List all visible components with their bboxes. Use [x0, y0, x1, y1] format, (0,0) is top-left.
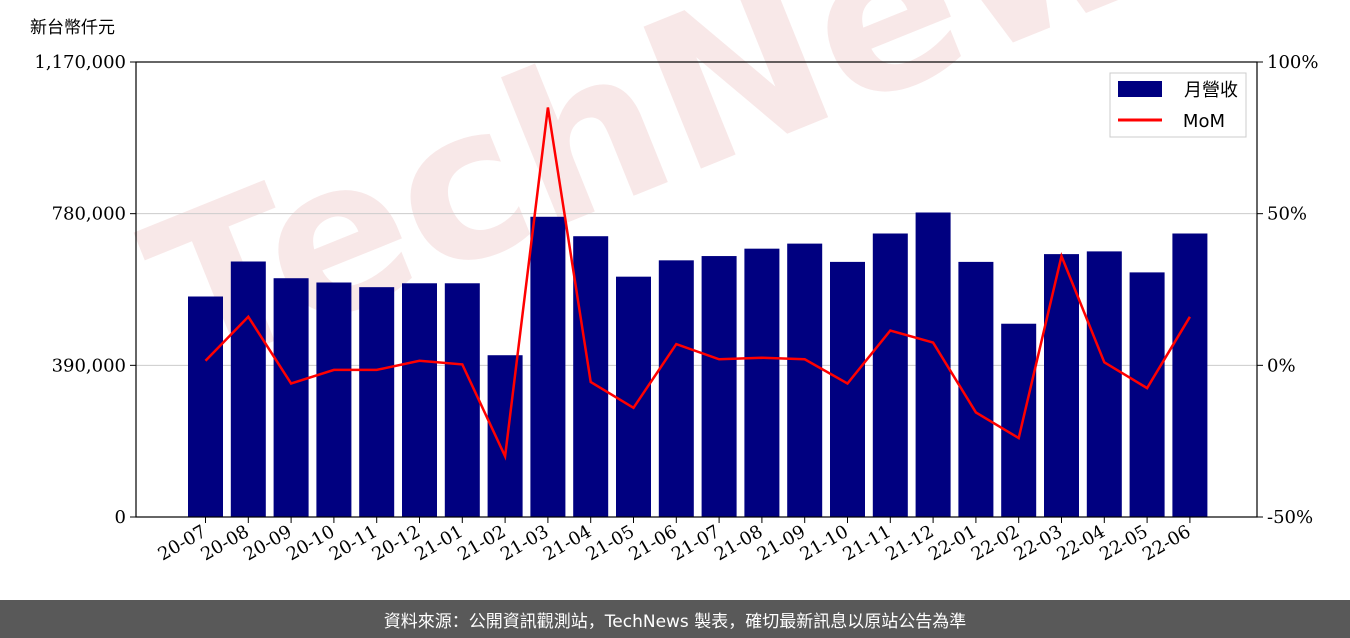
- revenue-bar: [830, 261, 865, 517]
- legend-line-label: MoM: [1183, 111, 1225, 132]
- x-tick-label: 20-08: [197, 521, 252, 565]
- source-footer-text: 資料來源：公開資訊觀測站，TechNews 製表，確切最新訊息以原站公告為準: [383, 611, 967, 632]
- x-tick-label: 22-05: [1096, 521, 1151, 565]
- x-tick-label: 22-04: [1053, 521, 1108, 565]
- x-tick-label: 20-07: [155, 521, 210, 565]
- x-tick-label: 21-06: [625, 521, 680, 565]
- x-tick-label: 20-12: [369, 521, 424, 565]
- left-tick-label: 390,000: [52, 355, 126, 376]
- x-tick-label: 22-02: [968, 521, 1023, 565]
- legend-bar-swatch: [1118, 81, 1162, 97]
- x-tick-label: 21-07: [668, 521, 723, 565]
- revenue-bar: [487, 355, 523, 517]
- revenue-bar: [1129, 272, 1165, 517]
- x-tick-label: 22-06: [1139, 521, 1194, 565]
- revenue-bar: [530, 216, 566, 517]
- revenue-bar: [316, 282, 352, 517]
- revenue-bar: [915, 212, 951, 517]
- legend-bar-label: 月營收: [1184, 80, 1238, 101]
- source-footer: 資料來源：公開資訊觀測站，TechNews 製表，確切最新訊息以原站公告為準: [0, 600, 1350, 638]
- x-tick-label: 21-10: [797, 521, 852, 565]
- x-tick-label: 21-03: [497, 521, 552, 565]
- x-tick-label: 21-01: [411, 521, 466, 565]
- revenue-chart: TechNews 新台幣仟元 0390,000780,0001,170,000-…: [30, 0, 1318, 565]
- x-tick-label: 21-04: [540, 521, 595, 565]
- revenue-bar: [273, 278, 309, 517]
- revenue-bar: [787, 243, 823, 517]
- right-tick-label: -50%: [1267, 507, 1313, 528]
- x-tick-label: 22-03: [1011, 521, 1066, 565]
- left-tick-label: 1,170,000: [34, 52, 126, 73]
- x-tick-label: 21-11: [839, 521, 894, 565]
- x-tick-label: 20-11: [326, 521, 381, 565]
- right-tick-label: 100%: [1267, 52, 1318, 73]
- revenue-bar: [958, 261, 994, 517]
- right-tick-label: 50%: [1267, 204, 1307, 225]
- x-tick-label: 21-02: [454, 521, 509, 565]
- x-tick-label: 20-09: [240, 521, 295, 565]
- revenue-bar: [872, 233, 908, 517]
- x-tick-label: 21-09: [754, 521, 809, 565]
- revenue-bar: [444, 283, 480, 517]
- right-tick-label: 0%: [1267, 355, 1296, 376]
- bar-series: [188, 212, 1208, 517]
- revenue-bar: [1172, 233, 1208, 517]
- revenue-bar: [359, 287, 395, 517]
- revenue-bar: [1001, 323, 1037, 517]
- revenue-bar: [744, 248, 780, 517]
- x-tick-label: 21-12: [882, 521, 937, 565]
- x-tick-label: 21-05: [583, 521, 638, 565]
- legend: 月營收 MoM: [1109, 72, 1247, 138]
- revenue-bar: [616, 276, 651, 517]
- mom-line-series: [204, 107, 1191, 461]
- left-tick-label: 780,000: [52, 204, 126, 225]
- x-tick-label: 20-10: [283, 521, 338, 565]
- revenue-bar: [1086, 251, 1122, 517]
- revenue-bar: [1044, 254, 1079, 517]
- left-tick-label: 0: [115, 507, 126, 528]
- x-tick-label: 21-08: [711, 521, 766, 565]
- revenue-bar: [230, 261, 266, 517]
- revenue-bar: [402, 283, 437, 517]
- revenue-bar: [701, 256, 737, 517]
- plot-frame: [135, 61, 1258, 518]
- revenue-bar: [188, 296, 223, 517]
- revenue-bar: [658, 260, 694, 517]
- left-axis-unit-label: 新台幣仟元: [30, 18, 115, 38]
- x-tick-label: 22-01: [925, 521, 980, 565]
- mom-line: [204, 107, 1191, 461]
